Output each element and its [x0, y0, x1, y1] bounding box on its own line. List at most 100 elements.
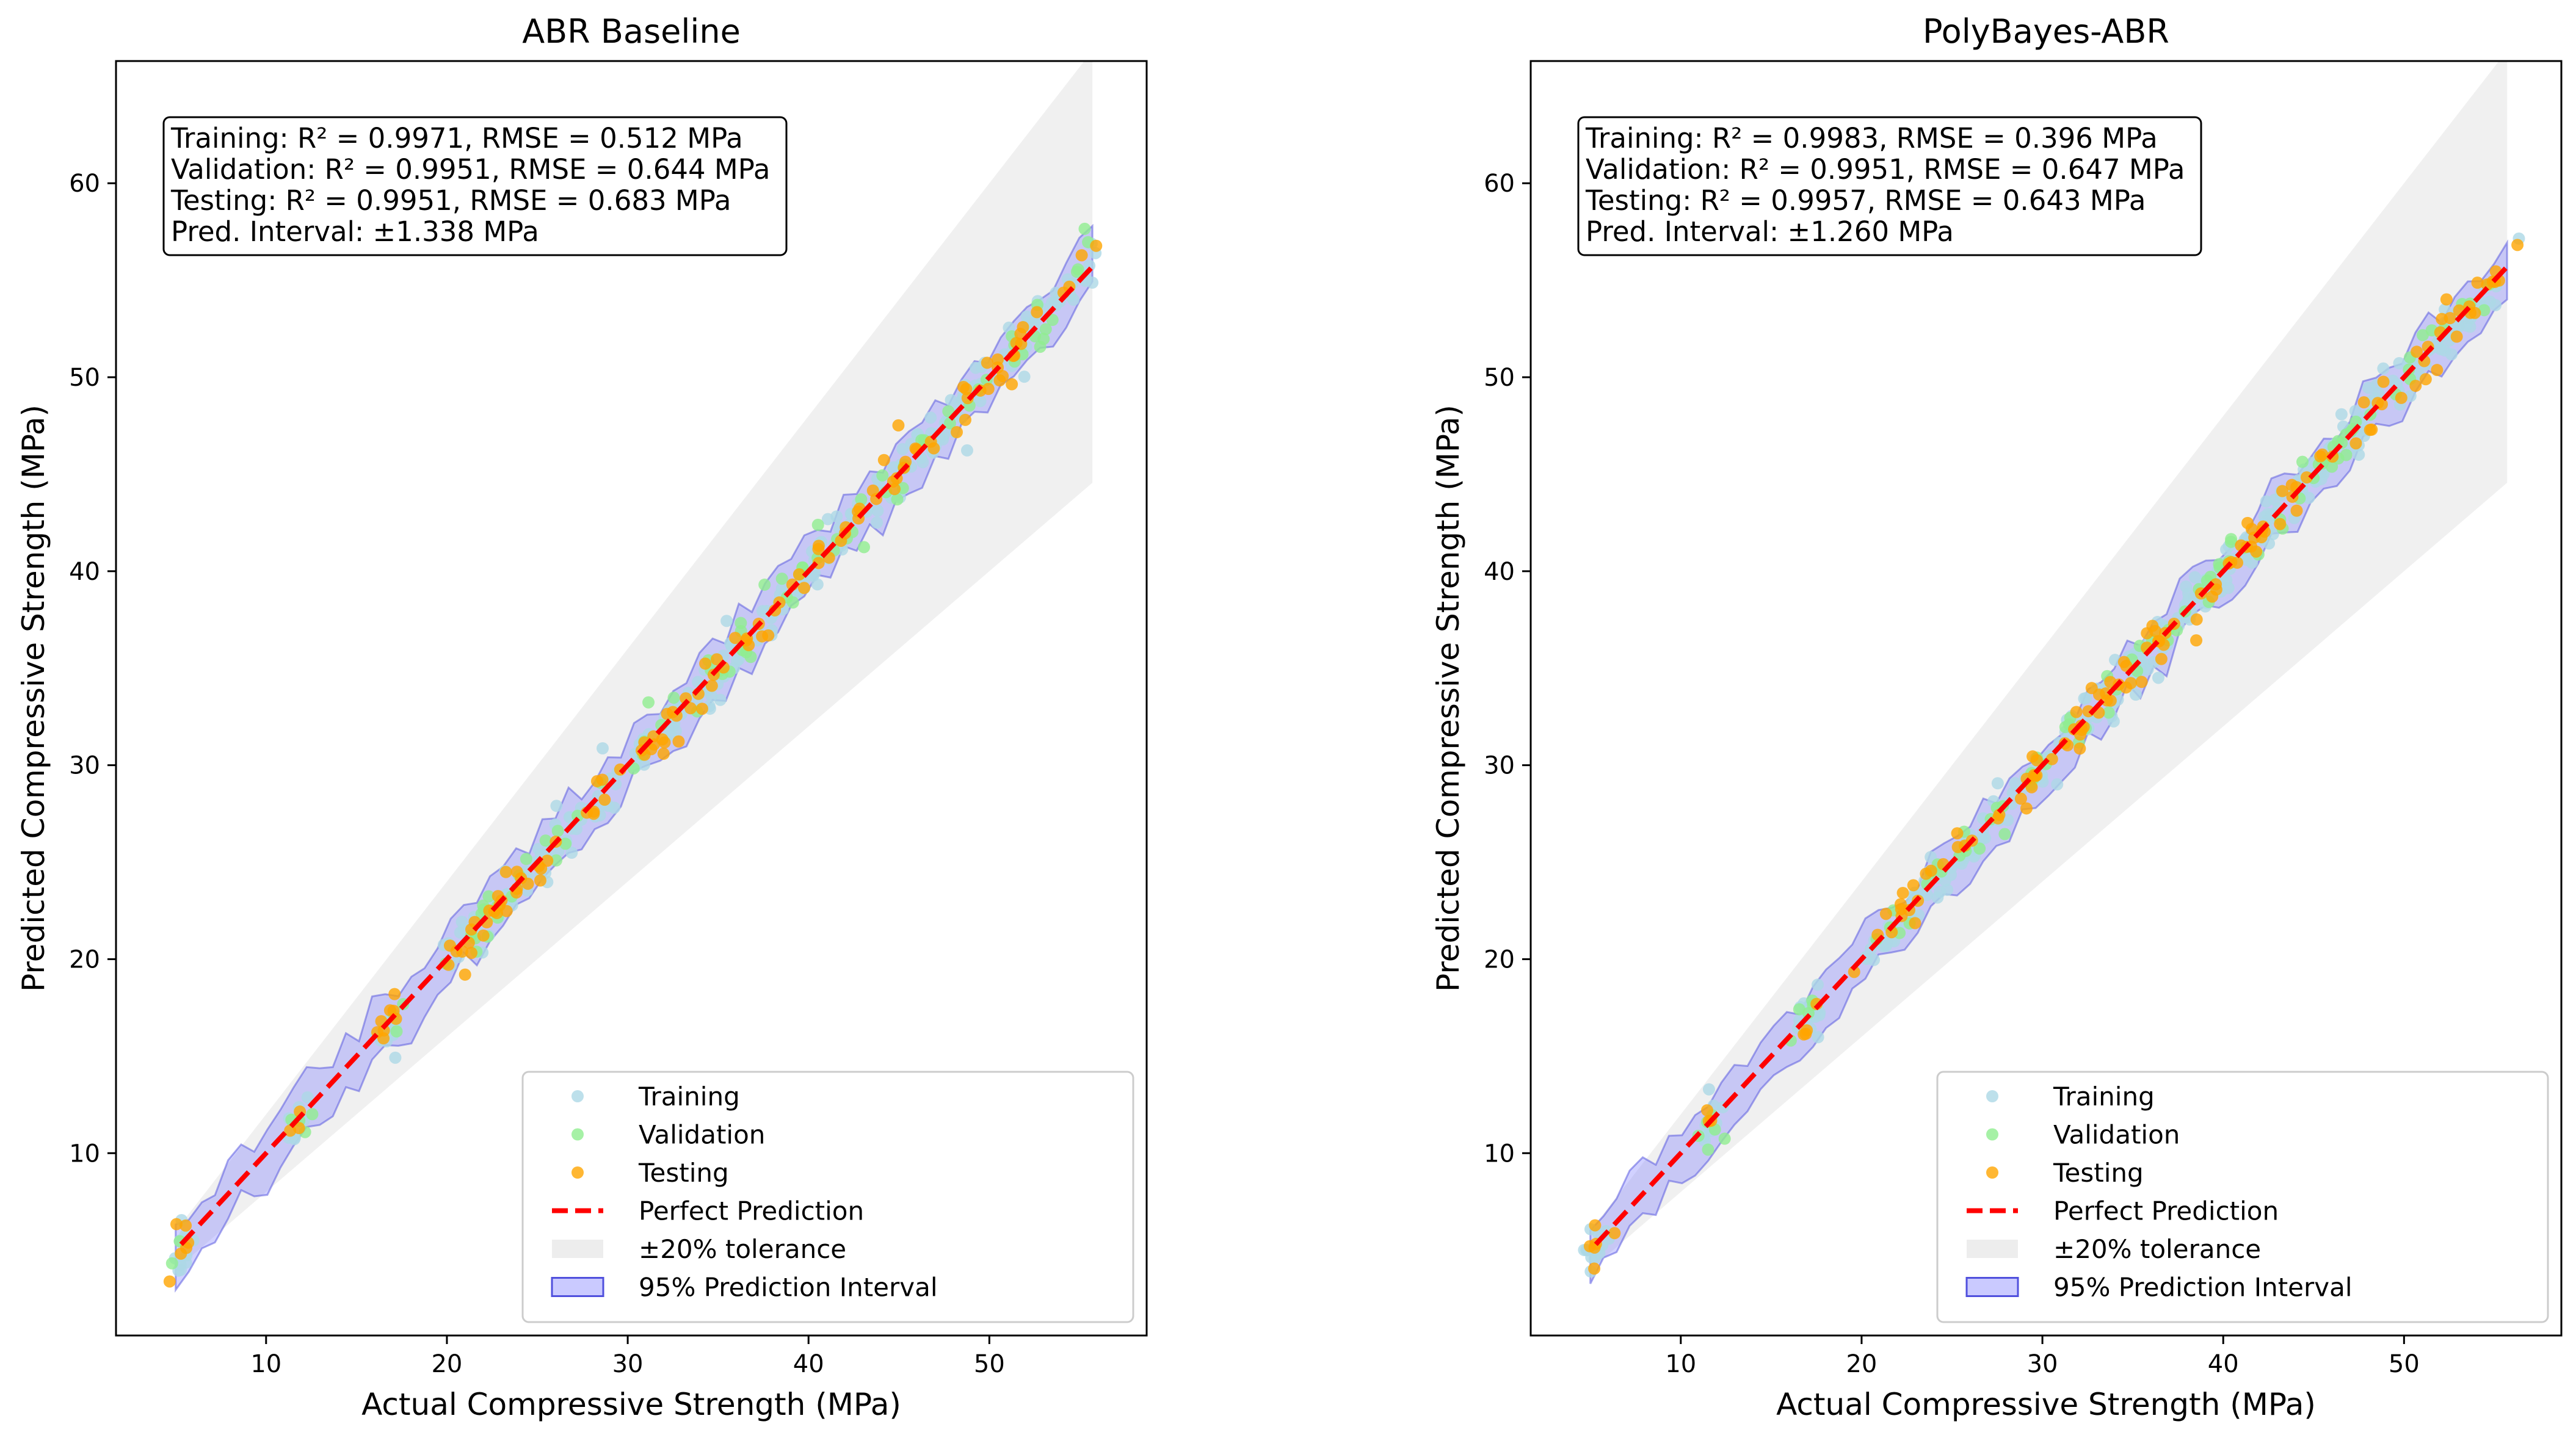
legend-marker-tolerance	[552, 1240, 603, 1258]
legend-frame	[1936, 1071, 2549, 1323]
testing-point	[1588, 1262, 1601, 1275]
legend-label: ±20% tolerance	[2053, 1234, 2261, 1264]
x-tick-label: 40	[2208, 1350, 2239, 1378]
legend-marker-training	[1986, 1090, 1998, 1102]
testing-point	[981, 356, 993, 369]
testing-point	[1909, 917, 1921, 930]
y-tick-label: 20	[69, 945, 100, 974]
testing-point	[2045, 753, 2058, 765]
legend-marker-tolerance	[1967, 1240, 2018, 1258]
testing-point	[2357, 396, 2370, 409]
testing-point	[2231, 556, 2244, 569]
training-point	[896, 443, 909, 455]
testing-point	[951, 426, 963, 439]
training-point	[1811, 978, 1824, 991]
validation-point	[2102, 706, 2115, 719]
testing-point	[2411, 345, 2423, 358]
testing-point	[695, 703, 708, 715]
validation-point	[943, 417, 956, 430]
training-point	[2051, 778, 2064, 791]
validation-point	[482, 890, 495, 903]
training-point	[871, 516, 883, 529]
testing-point	[2395, 391, 2407, 404]
training-point	[1941, 883, 1954, 896]
testing-point	[377, 1024, 390, 1037]
testing-point	[1907, 879, 1920, 892]
testing-point	[2124, 677, 2137, 690]
testing-point	[2300, 471, 2313, 484]
stats-line: Validation: R² = 0.9951, RMSE = 0.644 MP…	[171, 153, 770, 186]
testing-point	[711, 653, 724, 666]
testing-point	[2190, 634, 2203, 647]
legend-marker-validation	[1986, 1128, 1998, 1141]
legend-marker-training	[571, 1090, 584, 1102]
legend-label: 95% Prediction Interval	[639, 1273, 938, 1303]
perfect-prediction-line	[179, 265, 1095, 1246]
testing-point	[2349, 437, 2362, 450]
legend-label: Training	[2053, 1082, 2155, 1111]
legend-label: Testing	[2053, 1158, 2144, 1188]
validation-point	[1078, 222, 1091, 235]
validation-point	[1070, 266, 1083, 278]
y-tick-label: 10	[69, 1140, 100, 1168]
y-tick-label: 50	[69, 364, 100, 392]
testing-point	[1006, 378, 1018, 391]
y-tick-label: 50	[1484, 364, 1515, 392]
testing-point	[459, 968, 471, 981]
validation-point	[891, 493, 904, 506]
testing-point	[993, 374, 1006, 387]
training-point	[550, 800, 563, 812]
training-point	[1702, 1083, 1715, 1096]
training-point	[2484, 295, 2497, 308]
training-point	[608, 801, 620, 814]
legend: Training Validation Testing Perfect Predict…	[1936, 1071, 2549, 1323]
testing-point	[1031, 306, 1043, 319]
x-tick-label: 50	[2389, 1350, 2420, 1378]
x-axis-label: Actual Compressive Strength (MPa)	[361, 1387, 901, 1422]
x-tick-label: 50	[974, 1350, 1005, 1378]
testing-point	[793, 568, 805, 581]
validation-point	[667, 692, 680, 704]
testing-point	[1896, 886, 1909, 899]
training-point	[2080, 692, 2092, 704]
training-point	[638, 758, 651, 771]
x-tick-label: 30	[2027, 1350, 2058, 1378]
training-point	[2362, 381, 2375, 394]
testing-point	[388, 988, 401, 1000]
validation-point	[520, 853, 532, 866]
testing-point	[1848, 966, 1860, 978]
validation-point	[744, 651, 757, 663]
legend-marker-interval	[1965, 1277, 2019, 1297]
validation-point	[2478, 304, 2491, 317]
testing-point	[2469, 306, 2481, 319]
testing-point	[2316, 448, 2329, 461]
stats-line: Testing: R² = 0.9957, RMSE = 0.643 MPa	[1585, 184, 2146, 217]
training-point	[960, 444, 973, 457]
validation-point	[1702, 1143, 1714, 1156]
legend-label: 95% Prediction Interval	[2053, 1273, 2353, 1303]
testing-point	[2030, 769, 2043, 782]
testing-point	[2511, 239, 2524, 251]
y-axis-label: Predicted Compressive Strength (MPa)	[1431, 405, 1466, 992]
validation-point	[2224, 535, 2237, 548]
legend-label: Validation	[2053, 1120, 2180, 1150]
testing-point	[1951, 827, 1964, 840]
testing-point	[2250, 545, 2263, 558]
testing-point	[2481, 278, 2494, 291]
testing-point	[2440, 293, 2453, 306]
validation-point	[758, 578, 771, 591]
testing-point	[2419, 373, 2432, 386]
validation-point	[1973, 842, 1986, 855]
testing-point	[465, 947, 478, 960]
validation-point	[855, 493, 868, 506]
stats-line: Training: R² = 0.9983, RMSE = 0.396 MPa	[1585, 122, 2158, 154]
training-point	[1881, 936, 1893, 949]
training-point	[2302, 491, 2315, 504]
chart-title: ABR Baseline	[522, 12, 741, 51]
legend-label: Testing	[638, 1158, 729, 1188]
training-point	[2386, 374, 2399, 387]
validation-point	[306, 1108, 319, 1121]
training-point	[821, 513, 834, 526]
legend-label: ±20% tolerance	[639, 1234, 846, 1264]
testing-point	[590, 775, 603, 787]
